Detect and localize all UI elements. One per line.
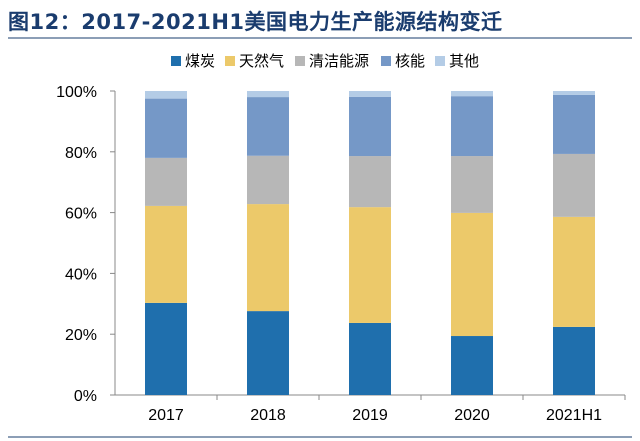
bar-segment xyxy=(349,322,391,395)
y-tick-label: 100% xyxy=(56,84,97,101)
bar-segment xyxy=(247,97,289,156)
bar-segment xyxy=(553,91,595,95)
bar-segment xyxy=(451,212,493,337)
bar-segment xyxy=(349,96,391,157)
legend-swatch xyxy=(171,56,181,66)
bar-segment xyxy=(247,311,289,395)
x-tick-label: 2020 xyxy=(454,407,490,424)
bar-segment xyxy=(247,204,289,312)
legend-label: 清洁能源 xyxy=(309,52,369,70)
bar-segment xyxy=(451,156,493,213)
bar-segment xyxy=(349,207,391,323)
legend-label: 天然气 xyxy=(239,52,284,70)
bar-segment xyxy=(145,157,187,206)
legend-swatch xyxy=(225,56,235,66)
y-tick-label: 60% xyxy=(65,206,97,223)
bar-segment xyxy=(349,156,391,208)
bar-segment xyxy=(553,94,595,154)
legend-label: 煤炭 xyxy=(185,52,215,70)
bar-segment xyxy=(247,91,289,98)
bar-segment xyxy=(145,302,187,395)
bar-segment xyxy=(145,98,187,158)
x-tick-label: 2021H1 xyxy=(546,407,602,424)
bar-segment xyxy=(145,205,187,303)
x-tick-label: 2018 xyxy=(250,407,286,424)
legend-label: 其他 xyxy=(449,52,479,70)
bar-segment xyxy=(349,91,391,97)
legend-label: 核能 xyxy=(395,52,425,70)
y-tick-label: 20% xyxy=(65,327,97,344)
x-tick-label: 2019 xyxy=(352,407,388,424)
chart-title: 图12：2017-2021H1美国电力生产能源结构变迁 xyxy=(8,10,503,34)
legend-swatch xyxy=(295,56,305,66)
bar-segment xyxy=(553,326,595,395)
bar-segment xyxy=(451,91,493,97)
bar-segment xyxy=(553,153,595,217)
legend-swatch xyxy=(381,56,391,66)
bar-segment xyxy=(553,216,595,327)
bar-segment xyxy=(451,96,493,157)
y-tick-label: 80% xyxy=(65,145,97,162)
bar-segment xyxy=(451,336,493,395)
bar-segment xyxy=(247,155,289,205)
y-tick-label: 0% xyxy=(74,388,97,405)
x-tick-label: 2017 xyxy=(148,407,184,424)
legend-swatch xyxy=(435,56,445,66)
bar-segment xyxy=(145,91,187,99)
y-tick-label: 40% xyxy=(65,266,97,283)
